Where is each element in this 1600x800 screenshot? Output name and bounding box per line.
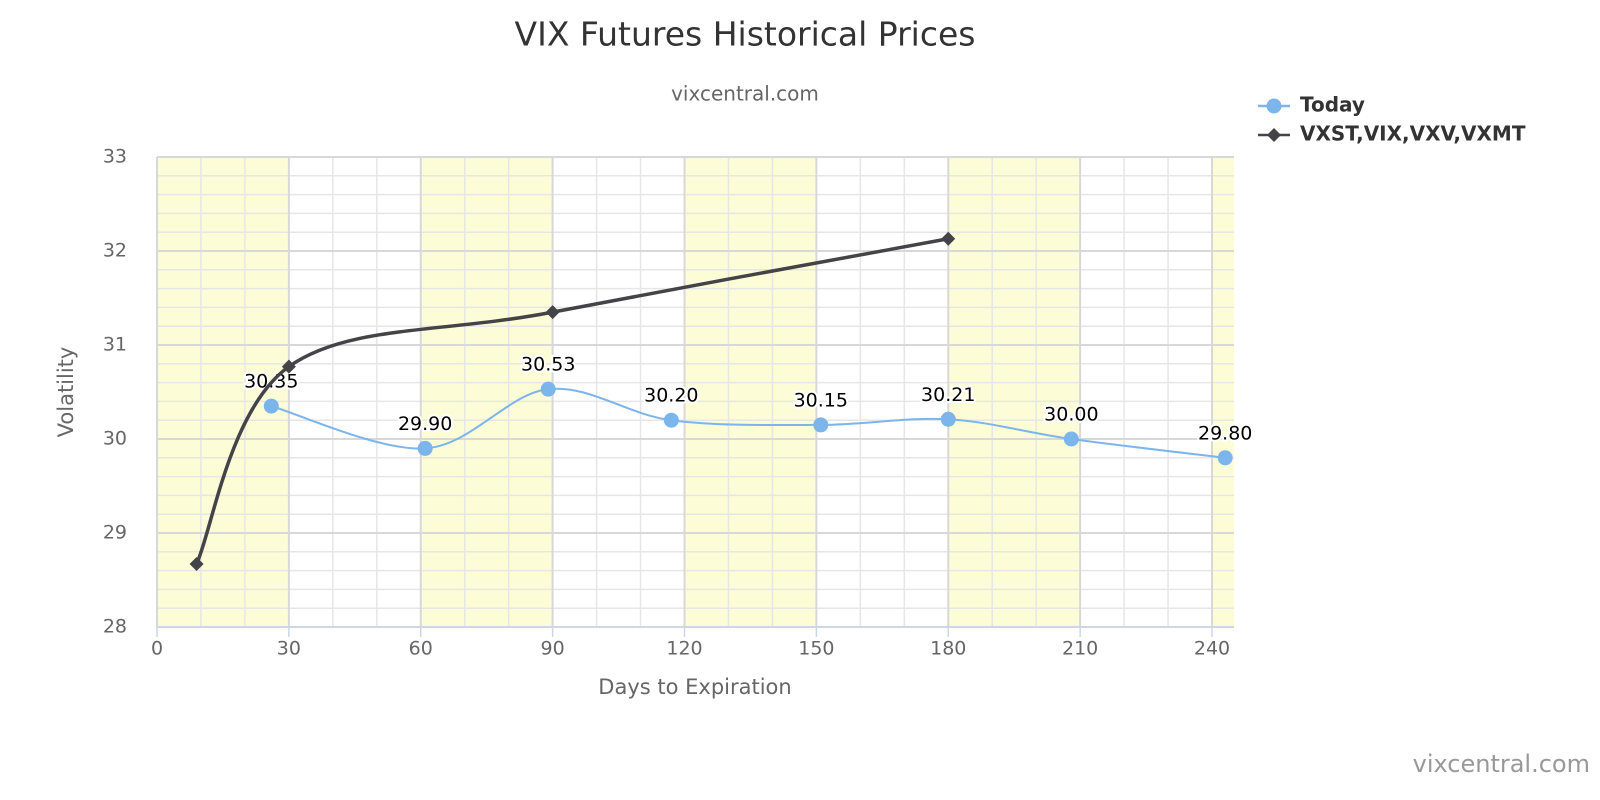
plot-band bbox=[420, 157, 553, 627]
data-label: 30.20 bbox=[644, 385, 698, 407]
y-tick-label: 30 bbox=[103, 428, 127, 450]
point-marker bbox=[281, 359, 296, 374]
y-axis-title: Volatility bbox=[54, 347, 78, 438]
point-marker bbox=[189, 557, 204, 572]
plot-band bbox=[1212, 157, 1234, 627]
series bbox=[189, 231, 956, 572]
chart-subtitle: vixcentral.com bbox=[671, 82, 819, 106]
x-tick-label: 60 bbox=[409, 638, 433, 660]
y-tick-label: 33 bbox=[103, 146, 127, 168]
point-marker bbox=[663, 412, 679, 428]
x-tick-label: 0 bbox=[151, 638, 163, 660]
point-marker bbox=[940, 411, 956, 427]
legend-label: Today bbox=[1300, 93, 1365, 117]
point-marker bbox=[1063, 431, 1079, 447]
x-tick-label: 150 bbox=[798, 638, 834, 660]
point-marker bbox=[813, 417, 829, 433]
data-label: 30.53 bbox=[521, 354, 575, 376]
x-tick-label: 30 bbox=[277, 638, 301, 660]
point-marker bbox=[1217, 450, 1233, 466]
data-label: 29.90 bbox=[398, 413, 452, 435]
point-marker bbox=[941, 231, 956, 246]
credits: vixcentral.com bbox=[1413, 750, 1590, 778]
y-tick-label: 28 bbox=[103, 616, 127, 638]
x-tick-label: 210 bbox=[1062, 638, 1098, 660]
y-tick-label: 29 bbox=[103, 522, 127, 544]
legend-symbol bbox=[1267, 128, 1281, 142]
x-tick-label: 180 bbox=[930, 638, 966, 660]
x-tick-label: 240 bbox=[1194, 638, 1230, 660]
point-marker bbox=[417, 440, 433, 456]
plot-band bbox=[157, 157, 289, 627]
data-label: 30.21 bbox=[921, 384, 975, 406]
series-line bbox=[271, 387, 1226, 459]
data-label: 30.00 bbox=[1044, 404, 1098, 426]
x-tick-label: 90 bbox=[541, 638, 565, 660]
legend-symbol bbox=[1266, 98, 1282, 114]
y-tick-label: 32 bbox=[103, 240, 127, 262]
point-marker bbox=[545, 305, 560, 320]
x-axis-title: Days to Expiration bbox=[598, 675, 791, 699]
data-label: 30.15 bbox=[794, 389, 848, 411]
point-marker bbox=[263, 398, 279, 414]
y-tick-label: 31 bbox=[103, 334, 127, 356]
legend-label: VXST,VIX,VXV,VXMT bbox=[1300, 122, 1526, 146]
series-line bbox=[194, 237, 949, 565]
plot-band bbox=[948, 157, 1081, 627]
chart-title: VIX Futures Historical Prices bbox=[515, 15, 976, 54]
data-label: 29.80 bbox=[1198, 422, 1252, 444]
x-tick-label: 120 bbox=[666, 638, 702, 660]
plot-band bbox=[684, 157, 817, 627]
point-marker bbox=[540, 381, 556, 397]
